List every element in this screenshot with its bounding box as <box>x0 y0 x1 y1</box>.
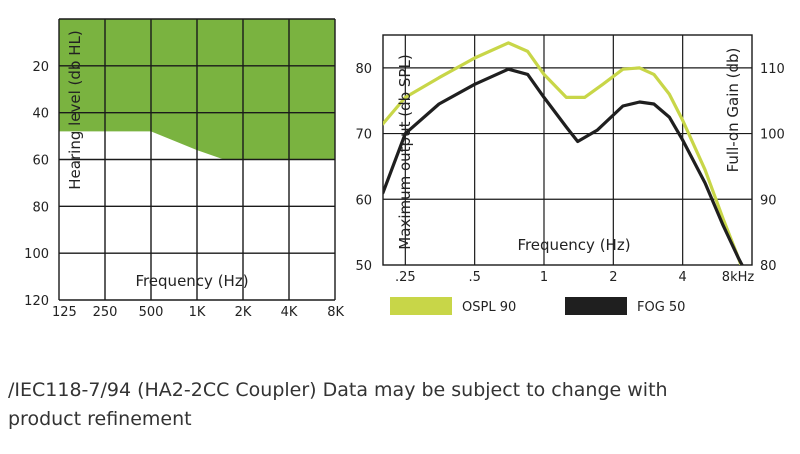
audiogram-y-ticks: 20 40 60 80 100 120 <box>24 60 49 309</box>
y-tick-label: 120 <box>24 294 49 309</box>
y-tick-label-right: 110 <box>760 62 785 77</box>
response-y-ticks-left: 50 60 70 80 <box>355 62 372 274</box>
x-tick-label: 1K <box>189 305 206 320</box>
fog50-line <box>383 67 744 265</box>
x-tick-label: 125 <box>52 305 77 320</box>
response-y-label-left: Maximum output (db SPL) <box>396 54 414 249</box>
audiogram-y-label: Hearing level (db HL) <box>66 30 84 189</box>
fog50-swatch <box>565 297 627 315</box>
response-x-ticks: .25 .5 1 2 4 8kHz <box>395 270 754 285</box>
response-y-label-right: Full-on Gain (db) <box>724 48 742 173</box>
ospl90-legend-label: OSPL 90 <box>462 300 516 315</box>
y-tick-label: 60 <box>355 193 372 208</box>
ospl90-swatch <box>390 297 452 315</box>
response-y-ticks-right: 80 90 100 110 <box>760 62 785 274</box>
y-tick-label: 50 <box>355 259 372 274</box>
y-tick-label: 60 <box>32 154 49 169</box>
x-tick-label: 2K <box>235 305 252 320</box>
audiogram-x-label: Frequency (Hz) <box>135 272 248 290</box>
x-tick-label: 8kHz <box>722 270 755 285</box>
legend: OSPL 90 FOG 50 <box>390 297 685 315</box>
audiogram-x-ticks: 125 250 500 1K 2K 4K 8K <box>52 305 344 320</box>
x-tick-label: 500 <box>139 305 164 320</box>
caption: /IEC118-7/94 (HA2-2CC Coupler) Data may … <box>8 376 788 434</box>
x-tick-label: 250 <box>93 305 118 320</box>
y-tick-label-right: 80 <box>760 259 777 274</box>
y-tick-label: 80 <box>32 200 49 215</box>
y-tick-label: 40 <box>32 107 49 122</box>
caption-line-2: product refinement <box>8 408 192 430</box>
x-tick-label: .5 <box>468 270 480 285</box>
x-tick-label: 4K <box>281 305 298 320</box>
caption-line-1: /IEC118-7/94 (HA2-2CC Coupler) Data may … <box>8 379 668 401</box>
x-tick-label: .25 <box>395 270 416 285</box>
audiogram-chart: 20 40 60 80 100 120 125 250 500 1K 2K 4K 8K Frequen… <box>24 18 344 320</box>
x-tick-label: 1 <box>540 270 548 285</box>
x-tick-label: 8K <box>327 305 344 320</box>
response-series <box>383 41 744 265</box>
response-chart: 50 60 70 80 80 90 100 110 .25 .5 1 2 4 8kHz Frequen… <box>355 34 785 315</box>
y-tick-label-right: 90 <box>760 193 777 208</box>
x-tick-label: 4 <box>679 270 687 285</box>
x-tick-label: 2 <box>609 270 617 285</box>
plot-frame <box>382 34 753 266</box>
fog50-legend-label: FOG 50 <box>637 300 685 315</box>
response-x-label: Frequency (Hz) <box>517 236 630 254</box>
audiogram-grid <box>58 18 336 301</box>
y-tick-label: 100 <box>24 247 49 262</box>
response-grid <box>382 34 753 266</box>
y-tick-label: 70 <box>355 128 372 143</box>
y-tick-label-right: 100 <box>760 128 785 143</box>
y-tick-label: 80 <box>355 62 372 77</box>
y-tick-label: 20 <box>32 60 49 75</box>
ospl90-line <box>383 41 743 265</box>
